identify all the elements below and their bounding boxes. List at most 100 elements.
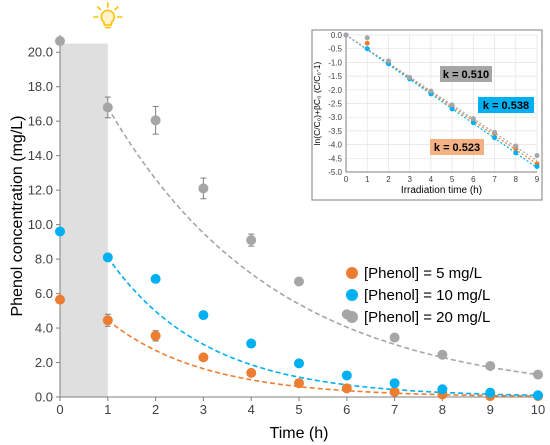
x-tick-label: 10	[531, 402, 545, 417]
data-point-series-2	[103, 252, 113, 262]
inset-data-point-series-3	[513, 143, 518, 148]
inset-x-tick-label: 6	[471, 175, 476, 184]
bulb-ray	[98, 7, 101, 10]
x-tick-label: 3	[200, 402, 207, 417]
inset-y-tick-label: -1.0	[328, 58, 342, 67]
data-point-series-2	[55, 227, 65, 237]
data-point-series-3	[533, 370, 543, 380]
inset-x-tick-label: 4	[429, 175, 434, 184]
legend-marker	[346, 311, 358, 323]
x-tick-label: 2	[152, 402, 159, 417]
k-annotation-label: k = 0.510	[443, 69, 489, 81]
inset-x-tick-label: 1	[365, 175, 370, 184]
data-point-series-3	[390, 333, 400, 343]
inset-data-point-series-3	[535, 153, 540, 158]
data-point-series-3	[246, 235, 256, 245]
data-point-series-1	[246, 368, 256, 378]
data-point-series-3	[151, 115, 161, 125]
inset-data-point-series-2	[535, 164, 540, 169]
y-tick-label: 8.0	[35, 252, 53, 267]
x-tick-label: 9	[487, 402, 494, 417]
inset-x-axis-label: Irradiation time (h)	[401, 185, 482, 196]
data-point-series-3	[294, 277, 304, 287]
inset-y-tick-label: 0.0	[331, 31, 343, 40]
data-point-series-2	[485, 388, 495, 398]
inset-y-tick-label: -2.0	[328, 86, 342, 95]
data-point-series-3	[103, 102, 113, 112]
inset-x-tick-label: 5	[450, 175, 455, 184]
legend-label: [Phenol] = 20 mg/L	[364, 309, 490, 326]
y-tick-label: 2.0	[35, 355, 53, 370]
inset-x-tick-label: 7	[492, 175, 497, 184]
bulb-glass	[101, 10, 114, 25]
legend-marker	[346, 289, 358, 301]
inset-data-point-series-2	[365, 46, 370, 51]
inset-x-tick-label: 8	[514, 175, 519, 184]
dark-period-shading	[60, 44, 108, 397]
fit-curve-series-1	[108, 320, 538, 396]
x-tick-label: 5	[295, 402, 302, 417]
x-tick-label: 1	[104, 402, 111, 417]
data-point-series-2	[437, 384, 447, 394]
inset-x-tick-label: 3	[407, 175, 412, 184]
y-axis-label: Phenol concentration (mg/L)	[9, 116, 26, 317]
y-tick-label: 6.0	[35, 286, 53, 301]
inset-y-axis-label: ln(C/C₀)+βC₀ (C/C₀-1)	[312, 61, 322, 145]
inset-x-tick-label: 9	[535, 175, 540, 184]
x-tick-label: 8	[439, 402, 446, 417]
lightbulb-icon	[94, 3, 122, 28]
data-point-series-3	[437, 350, 447, 360]
x-tick-label: 4	[248, 402, 255, 417]
data-point-series-2	[294, 358, 304, 368]
data-point-series-1	[55, 295, 65, 305]
data-point-series-1	[198, 352, 208, 362]
inset-data-point-series-2	[492, 135, 497, 140]
inset-data-point-series-3	[407, 75, 412, 80]
inset-y-tick-label: -4.5	[328, 154, 342, 163]
data-point-series-1	[103, 315, 113, 325]
legend: [Phenol] = 5 mg/L [Phenol] = 10 mg/L [Phen…	[346, 265, 490, 326]
data-point-series-3	[485, 361, 495, 371]
legend-label: [Phenol] = 5 mg/L	[364, 265, 482, 282]
inset-data-point-series-3	[365, 35, 370, 40]
inset-y-tick-label: -3.0	[328, 113, 342, 122]
inset-y-tick-label: -5.0	[328, 168, 342, 177]
inset-y-tick-label: -1.5	[328, 72, 342, 81]
data-point-series-1	[151, 331, 161, 341]
data-point-series-2	[151, 274, 161, 284]
data-point-series-2	[533, 390, 543, 400]
data-point-series-1	[342, 383, 352, 393]
y-tick-label: 4.0	[35, 321, 53, 336]
x-tick-label: 7	[391, 402, 398, 417]
x-tick-label: 6	[343, 402, 350, 417]
data-point-series-2	[342, 370, 352, 380]
data-point-series-1	[294, 378, 304, 388]
inset-data-point-series-3	[450, 102, 455, 107]
x-axis-label: Time (h)	[270, 425, 329, 442]
inset-data-point-series-3	[428, 89, 433, 94]
bulb-ray	[115, 7, 118, 10]
data-point-series-2	[246, 339, 256, 349]
k-annotation-label: k = 0.523	[434, 142, 480, 154]
inset-x-tick-label: 0	[344, 175, 349, 184]
y-tick-label: 14.0	[28, 148, 53, 163]
inset-y-tick-label: -2.5	[328, 100, 342, 109]
data-point-series-2	[390, 378, 400, 388]
y-tick-label: 12.0	[28, 183, 53, 198]
inset-data-point-series-1	[365, 41, 370, 46]
inset-y-tick-label: -4.0	[328, 141, 342, 150]
y-tick-label: 0.0	[35, 390, 53, 405]
x-tick-label: 0	[56, 402, 63, 417]
inset-data-point-series-3	[471, 116, 476, 121]
y-tick-label: 16.0	[28, 114, 53, 129]
data-point-series-3	[198, 183, 208, 193]
inset-data-point-series-3	[344, 33, 349, 38]
inset-data-point-series-2	[513, 150, 518, 155]
inset-data-point-series-3	[492, 130, 497, 135]
data-point-series-2	[198, 310, 208, 320]
y-tick-label: 20.0	[28, 45, 53, 60]
legend-label: [Phenol] = 10 mg/L	[364, 287, 490, 304]
inset-y-tick-label: -3.5	[328, 127, 342, 136]
inset-data-point-series-3	[386, 59, 391, 64]
